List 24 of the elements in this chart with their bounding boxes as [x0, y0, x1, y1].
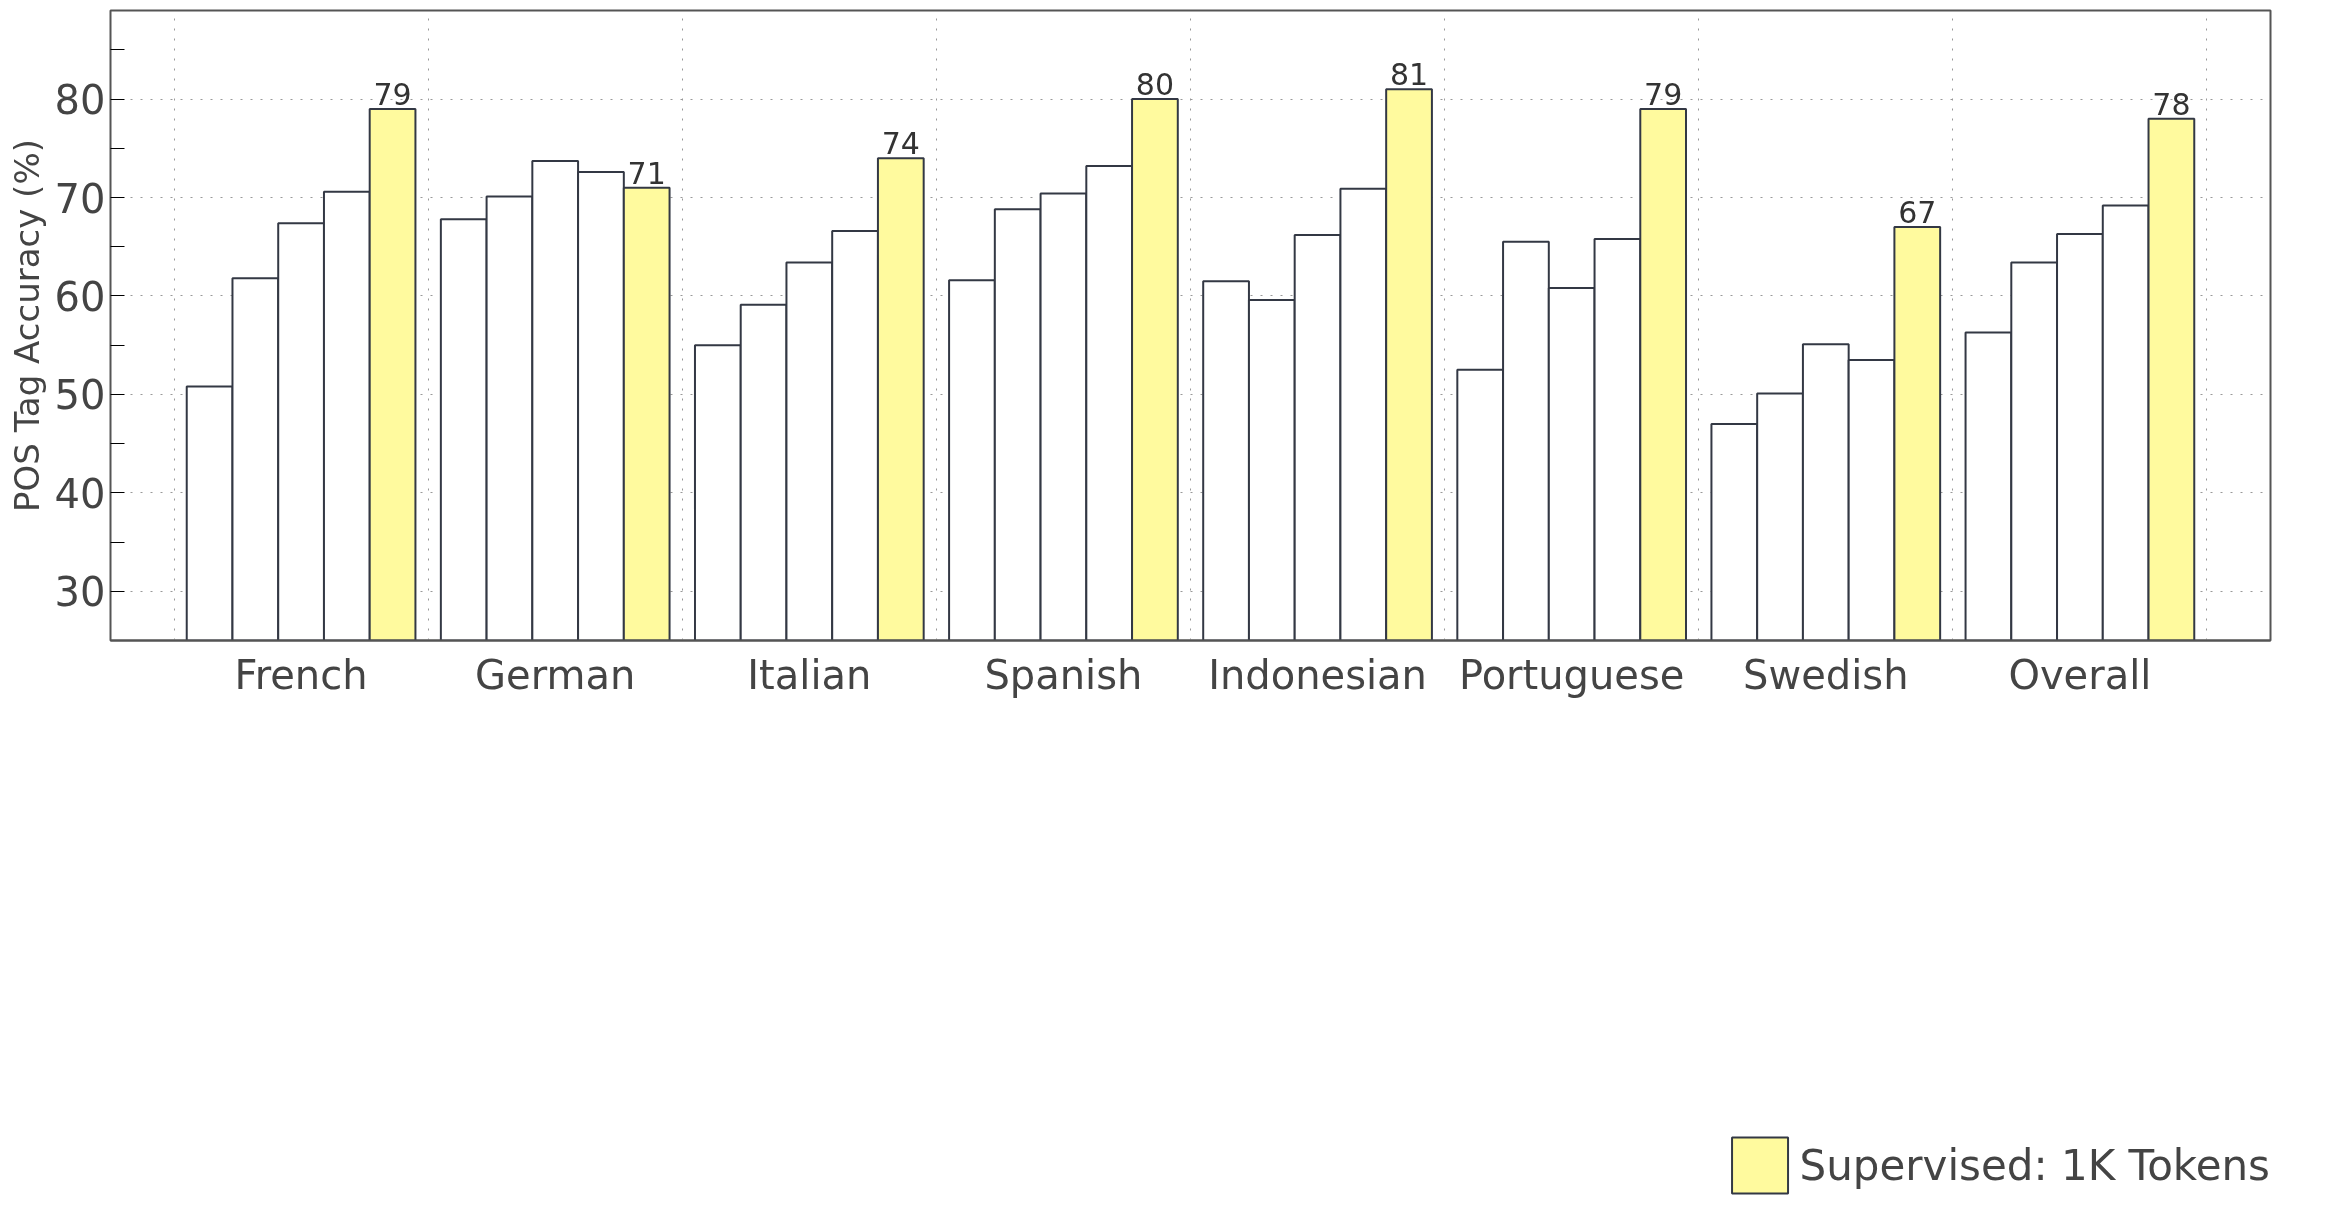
data-label: 79	[1644, 76, 1683, 112]
y-axis-title: POS Tag Accuracy (%)	[6, 139, 47, 512]
x-tick-label: Portuguese	[1458, 651, 1685, 698]
y-tick-label: 70	[54, 175, 106, 222]
data-label: 74	[881, 126, 920, 162]
data-label: 71	[627, 155, 666, 191]
x-tick-label: French	[234, 651, 368, 698]
data-label: 81	[1389, 57, 1429, 93]
data-label: 79	[373, 76, 412, 112]
y-tick-label: 40	[54, 470, 106, 517]
data-label: 78	[2152, 86, 2191, 122]
y-tick-label: 80	[54, 77, 106, 124]
data-label: 80	[1135, 67, 1175, 103]
x-tick-label: Overall	[2008, 651, 2152, 698]
x-tick-label: Indonesian	[1208, 651, 1427, 698]
y-tick-label: 30	[54, 569, 106, 616]
y-tick-label: 60	[54, 273, 106, 320]
y-tick-label: 50	[54, 372, 106, 419]
x-tick-label: German	[475, 651, 636, 698]
legend-label: Supervised: 1K Tokens	[1799, 1140, 2270, 1190]
x-tick-label: Italian	[747, 651, 872, 698]
data-label: 67	[1898, 195, 1937, 231]
x-tick-label: Swedish	[1743, 651, 1909, 698]
x-tick-label: Spanish	[984, 651, 1143, 698]
